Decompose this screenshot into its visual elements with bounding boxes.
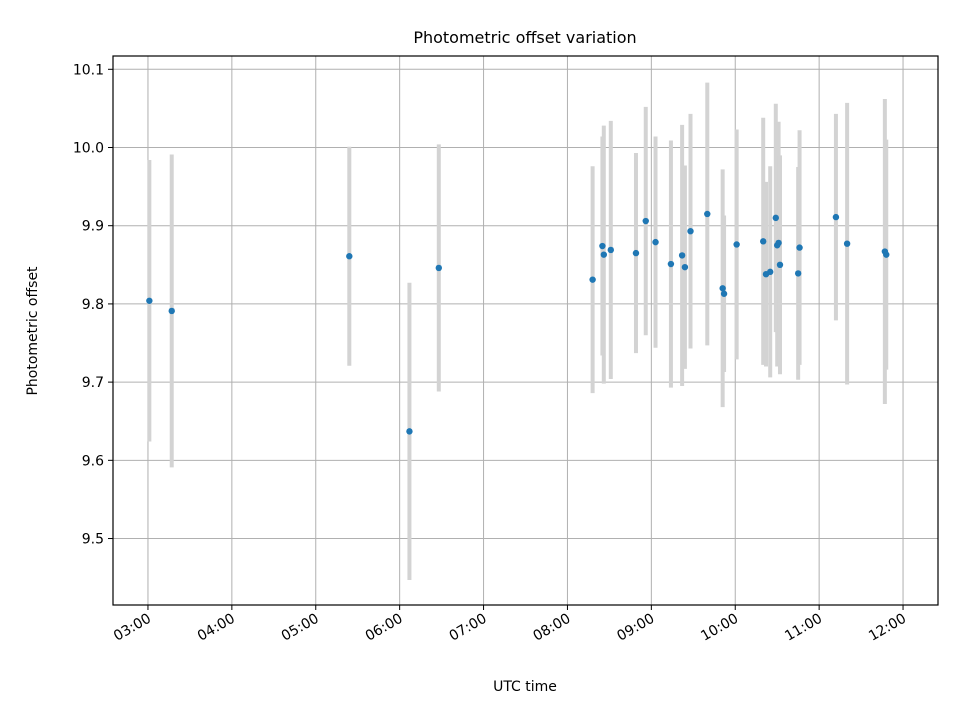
data-point bbox=[652, 238, 659, 246]
data-point bbox=[687, 227, 694, 235]
y-axis-ticks: 9.5 9.6 9.7 9.8 9.9 10.0 10.1 bbox=[73, 62, 113, 548]
data-point bbox=[776, 261, 784, 269]
y-axis-label: Photometric offset bbox=[25, 266, 41, 396]
data-point bbox=[775, 239, 782, 247]
data-point bbox=[632, 249, 640, 257]
y-tick-label: 9.5 bbox=[82, 532, 104, 548]
data-point bbox=[760, 238, 767, 245]
data-point bbox=[794, 270, 802, 277]
data-point bbox=[642, 217, 649, 225]
y-tick-label: 9.7 bbox=[82, 375, 104, 391]
data-point bbox=[704, 210, 711, 218]
chart-title: Photometric offset variation bbox=[413, 28, 636, 47]
data-points bbox=[146, 210, 890, 435]
y-tick-label: 9.6 bbox=[82, 453, 104, 469]
data-point bbox=[435, 264, 443, 272]
data-point bbox=[168, 307, 175, 315]
y-tick-label: 9.9 bbox=[82, 219, 104, 235]
data-point bbox=[720, 290, 728, 297]
data-point bbox=[832, 213, 840, 221]
data-point bbox=[667, 260, 675, 268]
data-point bbox=[599, 242, 606, 250]
plot-frame bbox=[112, 55, 939, 606]
data-point bbox=[843, 240, 851, 247]
data-point bbox=[146, 297, 153, 304]
data-point bbox=[796, 244, 803, 251]
data-point bbox=[589, 276, 596, 283]
y-tick-label: 10.1 bbox=[73, 62, 104, 78]
data-point bbox=[772, 214, 779, 222]
data-point bbox=[600, 251, 608, 258]
data-point bbox=[678, 252, 686, 259]
data-point bbox=[733, 241, 740, 248]
data-point bbox=[346, 253, 353, 260]
data-point bbox=[767, 268, 774, 276]
data-point bbox=[883, 251, 890, 258]
data-point bbox=[607, 246, 614, 254]
y-tick-label: 10.0 bbox=[73, 141, 104, 157]
data-point bbox=[681, 263, 689, 271]
data-point bbox=[406, 428, 413, 435]
y-tick-label: 9.8 bbox=[82, 297, 104, 313]
data-point bbox=[719, 285, 726, 292]
x-axis-label: UTC time bbox=[493, 679, 557, 695]
